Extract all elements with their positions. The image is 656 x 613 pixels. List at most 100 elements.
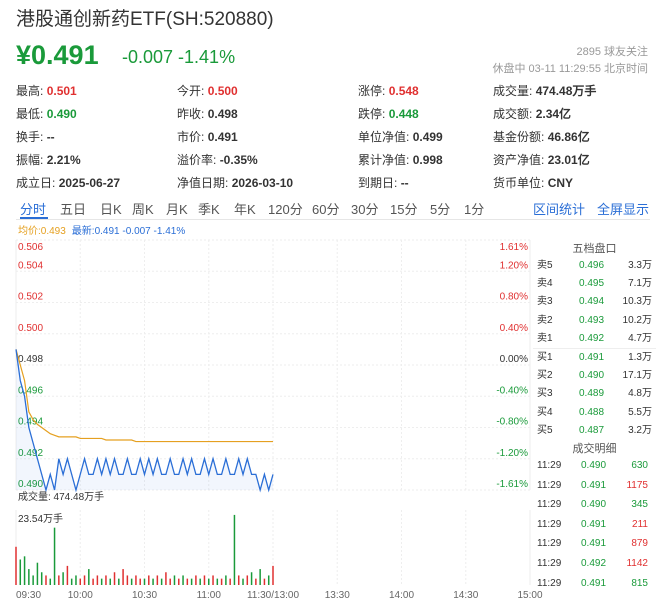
trade-volume: 211	[632, 518, 648, 530]
order-book-row: 买2 0.490 17.1万	[533, 367, 656, 385]
y-tick-label: 0.506	[18, 242, 43, 253]
price-change: -0.007 -1.41%	[122, 47, 236, 67]
pct-tick-label: -1.20%	[496, 448, 528, 459]
legend-avg: 均价:0.493	[18, 226, 66, 237]
trade-row: 11:29 0.491 879	[533, 534, 656, 554]
stat-value: 0.448	[388, 107, 419, 121]
level-price: 0.490	[579, 370, 605, 382]
trade-time: 11:29	[537, 479, 562, 491]
level-price: 0.487	[579, 424, 605, 436]
tab-1[interactable]: 五日	[60, 202, 87, 217]
x-tick-label: 10:30	[132, 590, 157, 601]
stat-cell: 成立日: 2025-06-27	[16, 174, 177, 197]
level-qty: 3.2万	[628, 424, 652, 436]
tab-8[interactable]: 60分	[312, 202, 340, 217]
level-qty: 4.7万	[628, 332, 652, 344]
level-price: 0.494	[579, 296, 605, 308]
trade-row: 11:29 0.490 345	[533, 495, 656, 515]
tab-4[interactable]: 月K	[166, 202, 188, 217]
level-price: 0.495	[579, 278, 605, 290]
pct-tick-label: 0.00%	[500, 354, 528, 365]
tab-2[interactable]: 日K	[100, 202, 122, 217]
pct-tick-label: 1.61%	[500, 242, 528, 253]
stats-row: 最低: 0.490 昨收: 0.498 跌停: 0.448 成交额: 2.34亿	[16, 105, 656, 128]
level-label: 买1	[537, 351, 553, 363]
stat-cell: 今开: 0.500	[177, 82, 358, 105]
stat-label: 换手:	[16, 130, 44, 144]
stat-cell: 资产净值: 23.01亿	[493, 151, 653, 174]
trade-price: 0.491	[581, 479, 607, 491]
stat-value: 0.498	[207, 107, 238, 121]
order-book-row: 卖2 0.493 10.2万	[533, 312, 656, 330]
tab-6[interactable]: 年K	[234, 202, 256, 217]
tab-10[interactable]: 15分	[390, 202, 418, 217]
current-price: ¥0.491	[16, 40, 99, 70]
level-price: 0.491	[579, 351, 605, 363]
level-qty: 7.1万	[628, 278, 652, 290]
level-price: 0.488	[579, 406, 605, 418]
tab-3[interactable]: 周K	[132, 202, 154, 217]
trade-volume: 345	[631, 499, 648, 511]
follower-count[interactable]: 2895 球友关注	[576, 46, 648, 58]
stat-value: 2.34亿	[535, 107, 572, 121]
fullscreen-button[interactable]: 全屏显示	[597, 202, 650, 217]
stat-cell: 净值日期: 2026-03-10	[177, 174, 358, 197]
y-tick-label: 0.490	[18, 479, 43, 490]
stat-label: 最高:	[16, 84, 44, 98]
tab-9[interactable]: 30分	[351, 202, 379, 217]
tab-5[interactable]: 季K	[198, 202, 220, 217]
order-book-row: 卖3 0.494 10.3万	[533, 293, 656, 311]
stat-value: --	[400, 176, 409, 190]
stat-value: 0.491	[207, 130, 238, 144]
level-label: 买4	[537, 406, 553, 418]
trade-row: 11:29 0.491 815	[533, 574, 656, 594]
stat-cell: 振幅: 2.21%	[16, 151, 177, 174]
stat-label: 涨停:	[358, 84, 386, 98]
tab-12[interactable]: 1分	[464, 202, 485, 217]
y-tick-label: 0.502	[18, 292, 43, 303]
stat-value: 0.490	[46, 107, 77, 121]
stat-cell: 跌停: 0.448	[358, 105, 493, 128]
stat-cell: 昨收: 0.498	[177, 105, 358, 128]
range-stats-button[interactable]: 区间统计	[533, 202, 586, 217]
stat-value: 2025-06-27	[58, 176, 121, 190]
tab-0[interactable]: 分时	[20, 202, 47, 217]
stat-label: 成立日:	[16, 176, 56, 190]
stat-label: 资产净值:	[493, 153, 545, 167]
stat-value: --	[46, 130, 55, 144]
stat-label: 净值日期:	[177, 176, 229, 190]
stat-value: CNY	[547, 176, 574, 190]
x-tick-label: 11:00	[197, 590, 222, 601]
trade-row: 11:29 0.491 211	[533, 515, 656, 535]
level-qty: 10.3万	[622, 296, 652, 308]
stat-cell: 最低: 0.490	[16, 105, 177, 128]
tab-11[interactable]: 5分	[430, 202, 451, 217]
trade-volume: 630	[631, 460, 648, 471]
stat-cell: 到期日: --	[358, 174, 493, 197]
stats-row: 成立日: 2025-06-27 净值日期: 2026-03-10 到期日: -- 货币…	[16, 174, 656, 197]
stat-label: 到期日:	[358, 176, 398, 190]
stat-value: 0.998	[412, 153, 443, 167]
level-label: 卖2	[537, 314, 553, 326]
stats-row: 最高: 0.501 今开: 0.500 涨停: 0.548 成交量: 474.48万手	[16, 82, 656, 105]
level-qty: 17.1万	[622, 370, 652, 382]
stat-label: 昨收:	[177, 107, 205, 121]
trade-time: 11:29	[537, 499, 562, 511]
y-tick-label: 0.500	[18, 323, 43, 334]
stat-cell: 成交额: 2.34亿	[493, 105, 653, 128]
period-tabs: 分时 五日 日K 周K 月K 季K 年K 120分 60分 30分 15分 5分 1分	[16, 197, 650, 220]
trade-detail-title: 成交明细	[572, 443, 617, 455]
order-book-row: 买4 0.488 5.5万	[533, 404, 656, 422]
trade-time: 11:29	[537, 460, 562, 471]
avg-price-line	[15, 349, 273, 443]
fund-title: 港股通创新药ETF(SH:520880)	[16, 9, 274, 30]
stat-value: 474.48万手	[535, 84, 597, 98]
stat-cell: 涨停: 0.548	[358, 82, 493, 105]
stat-value: 46.86亿	[547, 130, 590, 144]
stat-value: 0.500	[207, 84, 238, 98]
order-book: 五档盘口 卖5 0.496 3.3万 卖4 0.495 7.1万 卖3 0.494 10.3万卖…	[533, 240, 656, 440]
order-book-row: 买3 0.489 4.8万	[533, 385, 656, 403]
order-book-row: 卖5 0.496 3.3万	[533, 257, 656, 275]
tab-7[interactable]: 120分	[268, 202, 303, 217]
price-area	[16, 349, 273, 490]
